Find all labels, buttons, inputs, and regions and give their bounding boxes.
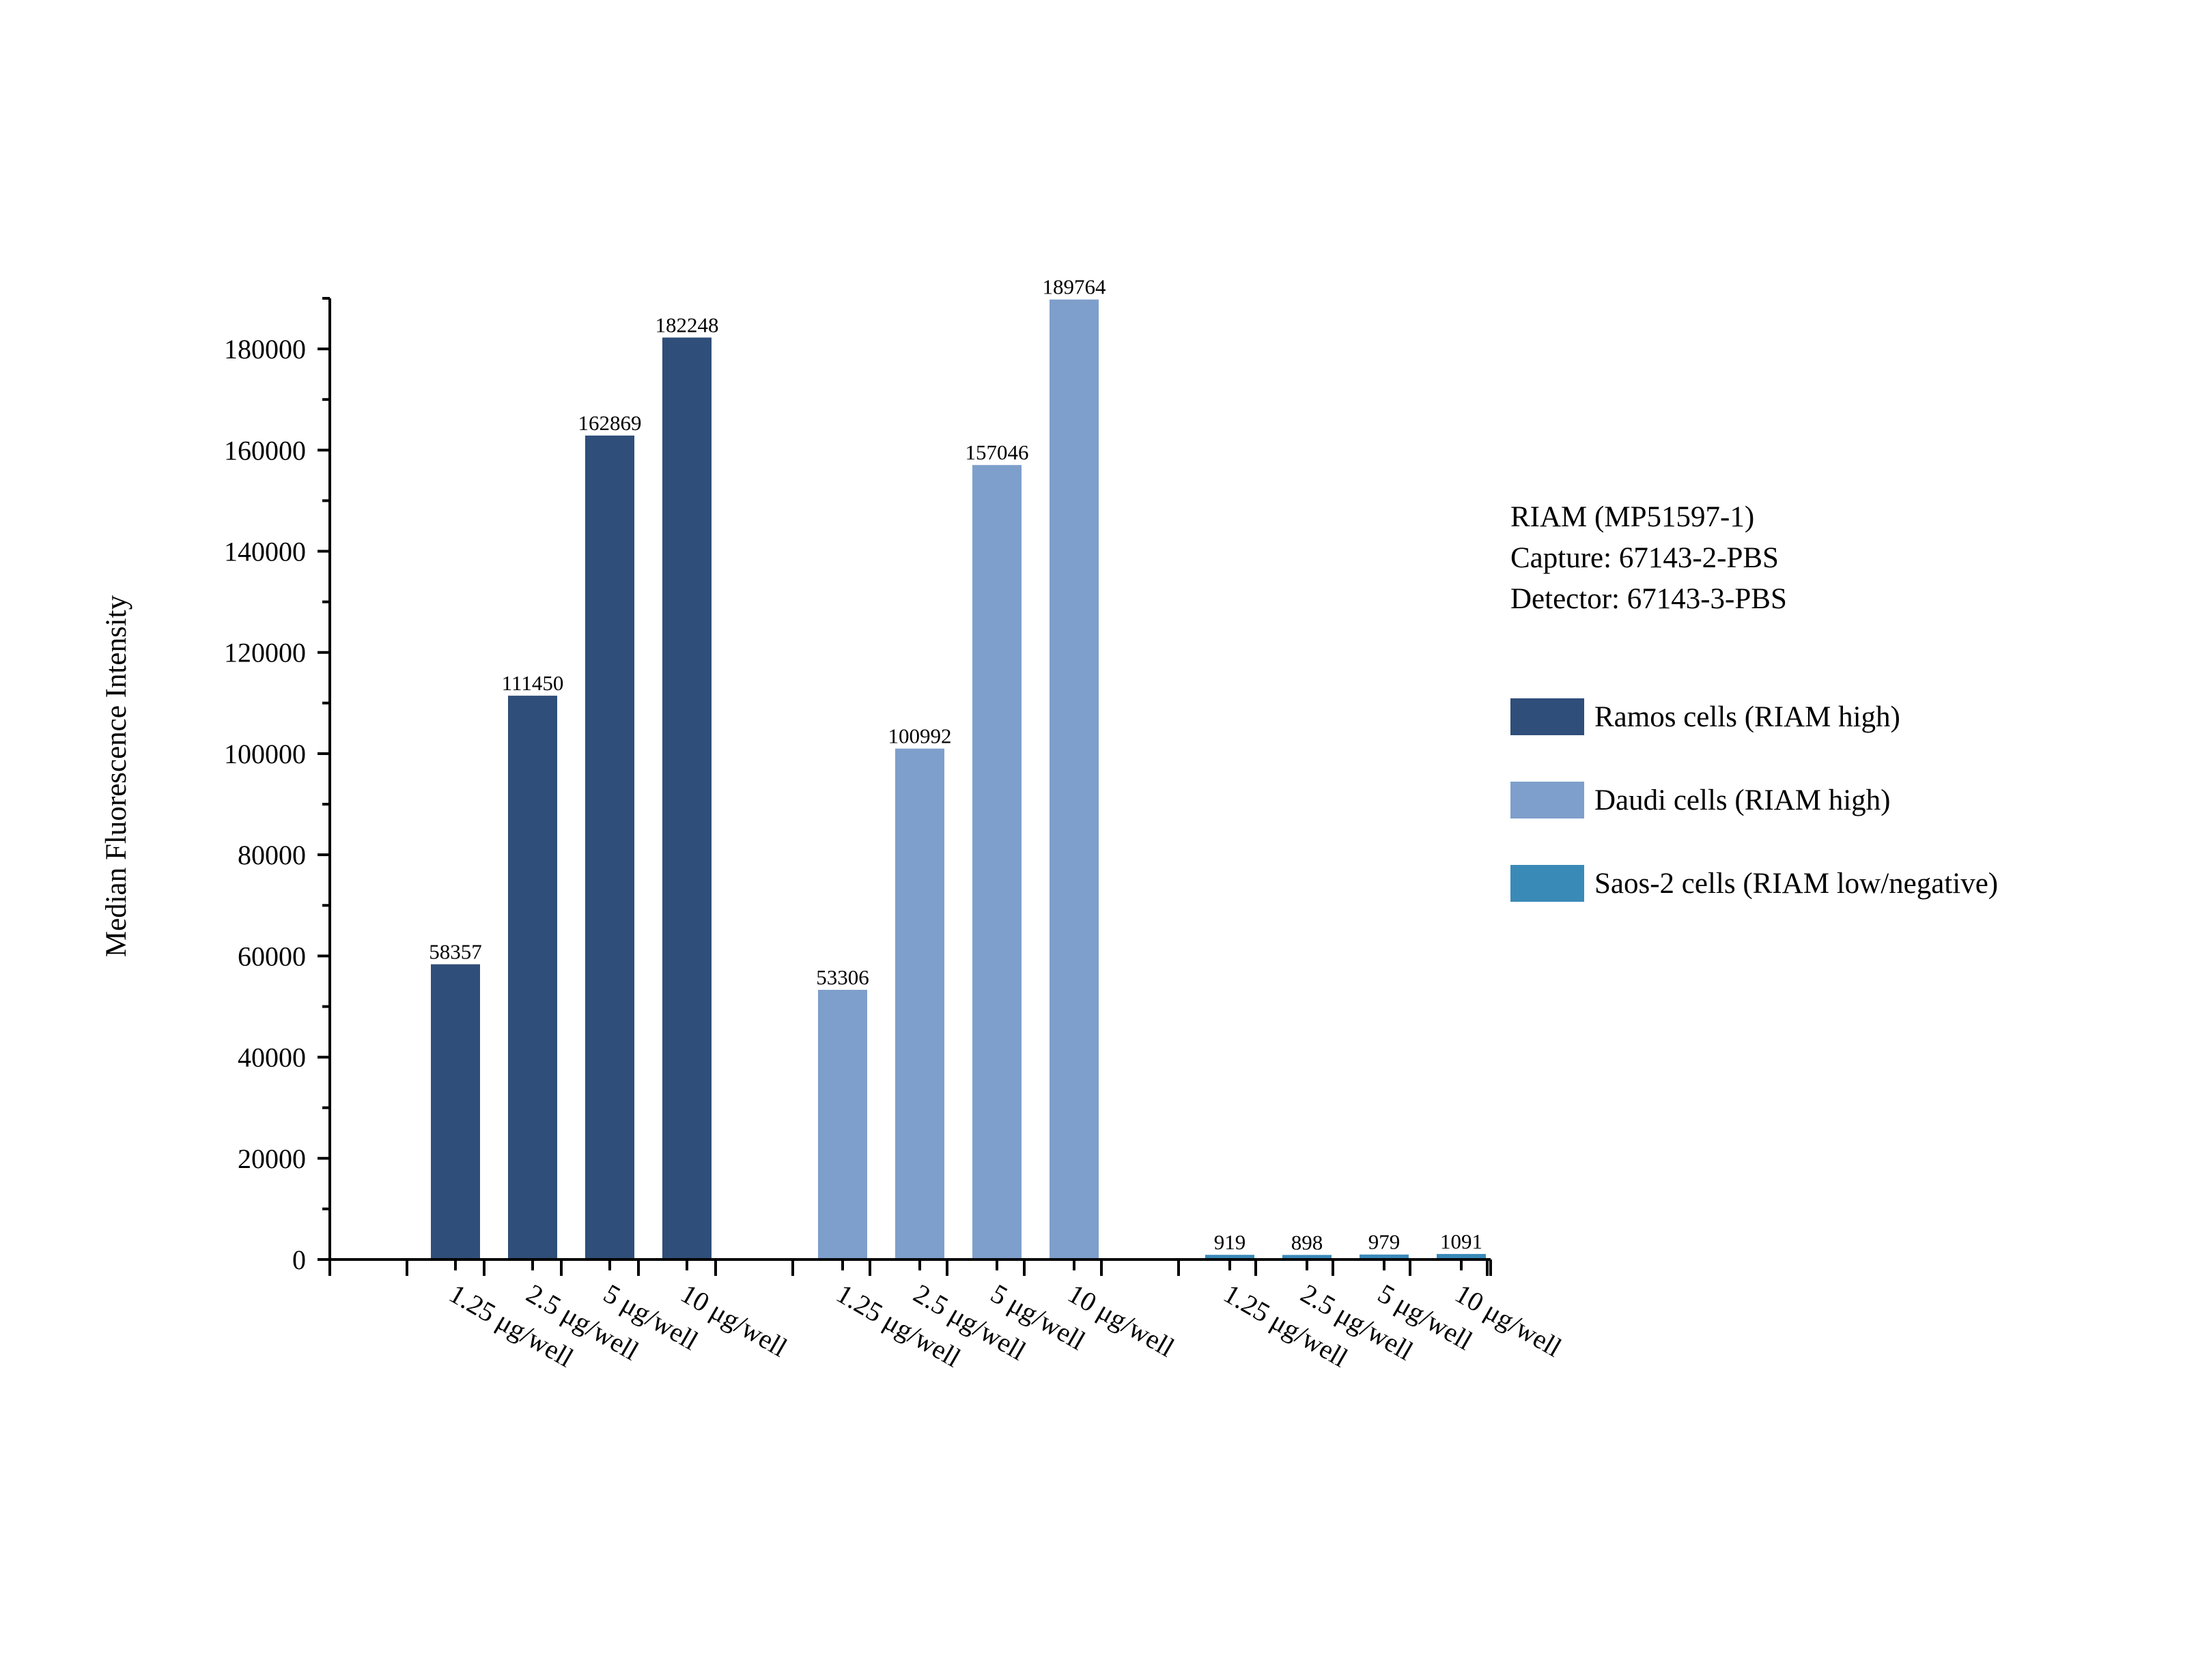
- bar-value-label: 100992: [888, 724, 952, 748]
- bar: [972, 465, 1022, 1259]
- bar: [1205, 1255, 1254, 1259]
- bar-value-label: 58357: [429, 940, 482, 964]
- x-tick-label: 10 μg/well: [1450, 1278, 1567, 1363]
- legend-label-saos2: Saos-2 cells (RIAM low/negative): [1594, 867, 1999, 900]
- legend-swatch-daudi: [1510, 782, 1584, 818]
- y-tick-label: 60000: [238, 941, 306, 971]
- bar: [508, 696, 557, 1259]
- y-tick-label: 180000: [224, 334, 306, 365]
- bar-value-label: 919: [1214, 1230, 1246, 1254]
- bar: [1282, 1255, 1332, 1259]
- bar: [818, 989, 867, 1259]
- legend-title-line-3: Detector: 67143-3-PBS: [1510, 583, 1787, 615]
- legend-title-line-1: RIAM (MP51597-1): [1510, 501, 1755, 533]
- y-tick-label: 160000: [224, 435, 306, 466]
- bar-value-label: 1091: [1440, 1229, 1482, 1253]
- bar-value-label: 111450: [502, 671, 564, 695]
- legend-title-line-2: Capture: 67143-2-PBS: [1510, 542, 1779, 574]
- bar-value-label: 189764: [1043, 275, 1107, 299]
- legend-item-saos2: Saos-2 cells (RIAM low/negative): [1510, 864, 1998, 902]
- bar: [1360, 1254, 1409, 1259]
- y-tick-label: 0: [292, 1244, 306, 1275]
- legend-item-daudi: Daudi cells (RIAM high): [1510, 781, 1891, 819]
- bar: [1437, 1253, 1486, 1259]
- bar-value-label: 182248: [656, 313, 719, 337]
- y-tick-label: 80000: [238, 840, 306, 870]
- x-tick-label: 10 μg/well: [676, 1278, 793, 1363]
- bar-value-label: 979: [1368, 1230, 1400, 1254]
- bar: [895, 748, 944, 1259]
- legend-label-ramos: Ramos cells (RIAM high): [1594, 700, 1900, 733]
- x-tick-label: 10 μg/well: [1063, 1278, 1180, 1363]
- bar: [431, 964, 480, 1259]
- bar-value-label: 898: [1291, 1230, 1323, 1254]
- legend-item-ramos: Ramos cells (RIAM high): [1510, 698, 1900, 736]
- legend-swatch-saos2: [1510, 865, 1584, 902]
- y-tick-label: 100000: [224, 739, 306, 769]
- legend-swatch-ramos: [1510, 698, 1584, 735]
- bar: [1050, 299, 1099, 1259]
- y-axis-label: Median Fluorescence Intensity: [100, 595, 132, 957]
- bar: [585, 436, 634, 1260]
- legend-label-daudi: Daudi cells (RIAM high): [1594, 784, 1891, 816]
- y-tick-label: 40000: [238, 1042, 306, 1073]
- y-tick-label: 140000: [224, 537, 306, 567]
- legend-title: RIAM (MP51597-1) Capture: 67143-2-PBS De…: [1510, 497, 1787, 620]
- y-tick-label: 20000: [238, 1143, 306, 1174]
- bar: [662, 337, 712, 1259]
- bar-value-label: 162869: [578, 411, 642, 435]
- bar-value-label: 53306: [816, 965, 869, 989]
- bar-value-label: 157046: [966, 440, 1029, 464]
- y-tick-label: 120000: [224, 638, 306, 668]
